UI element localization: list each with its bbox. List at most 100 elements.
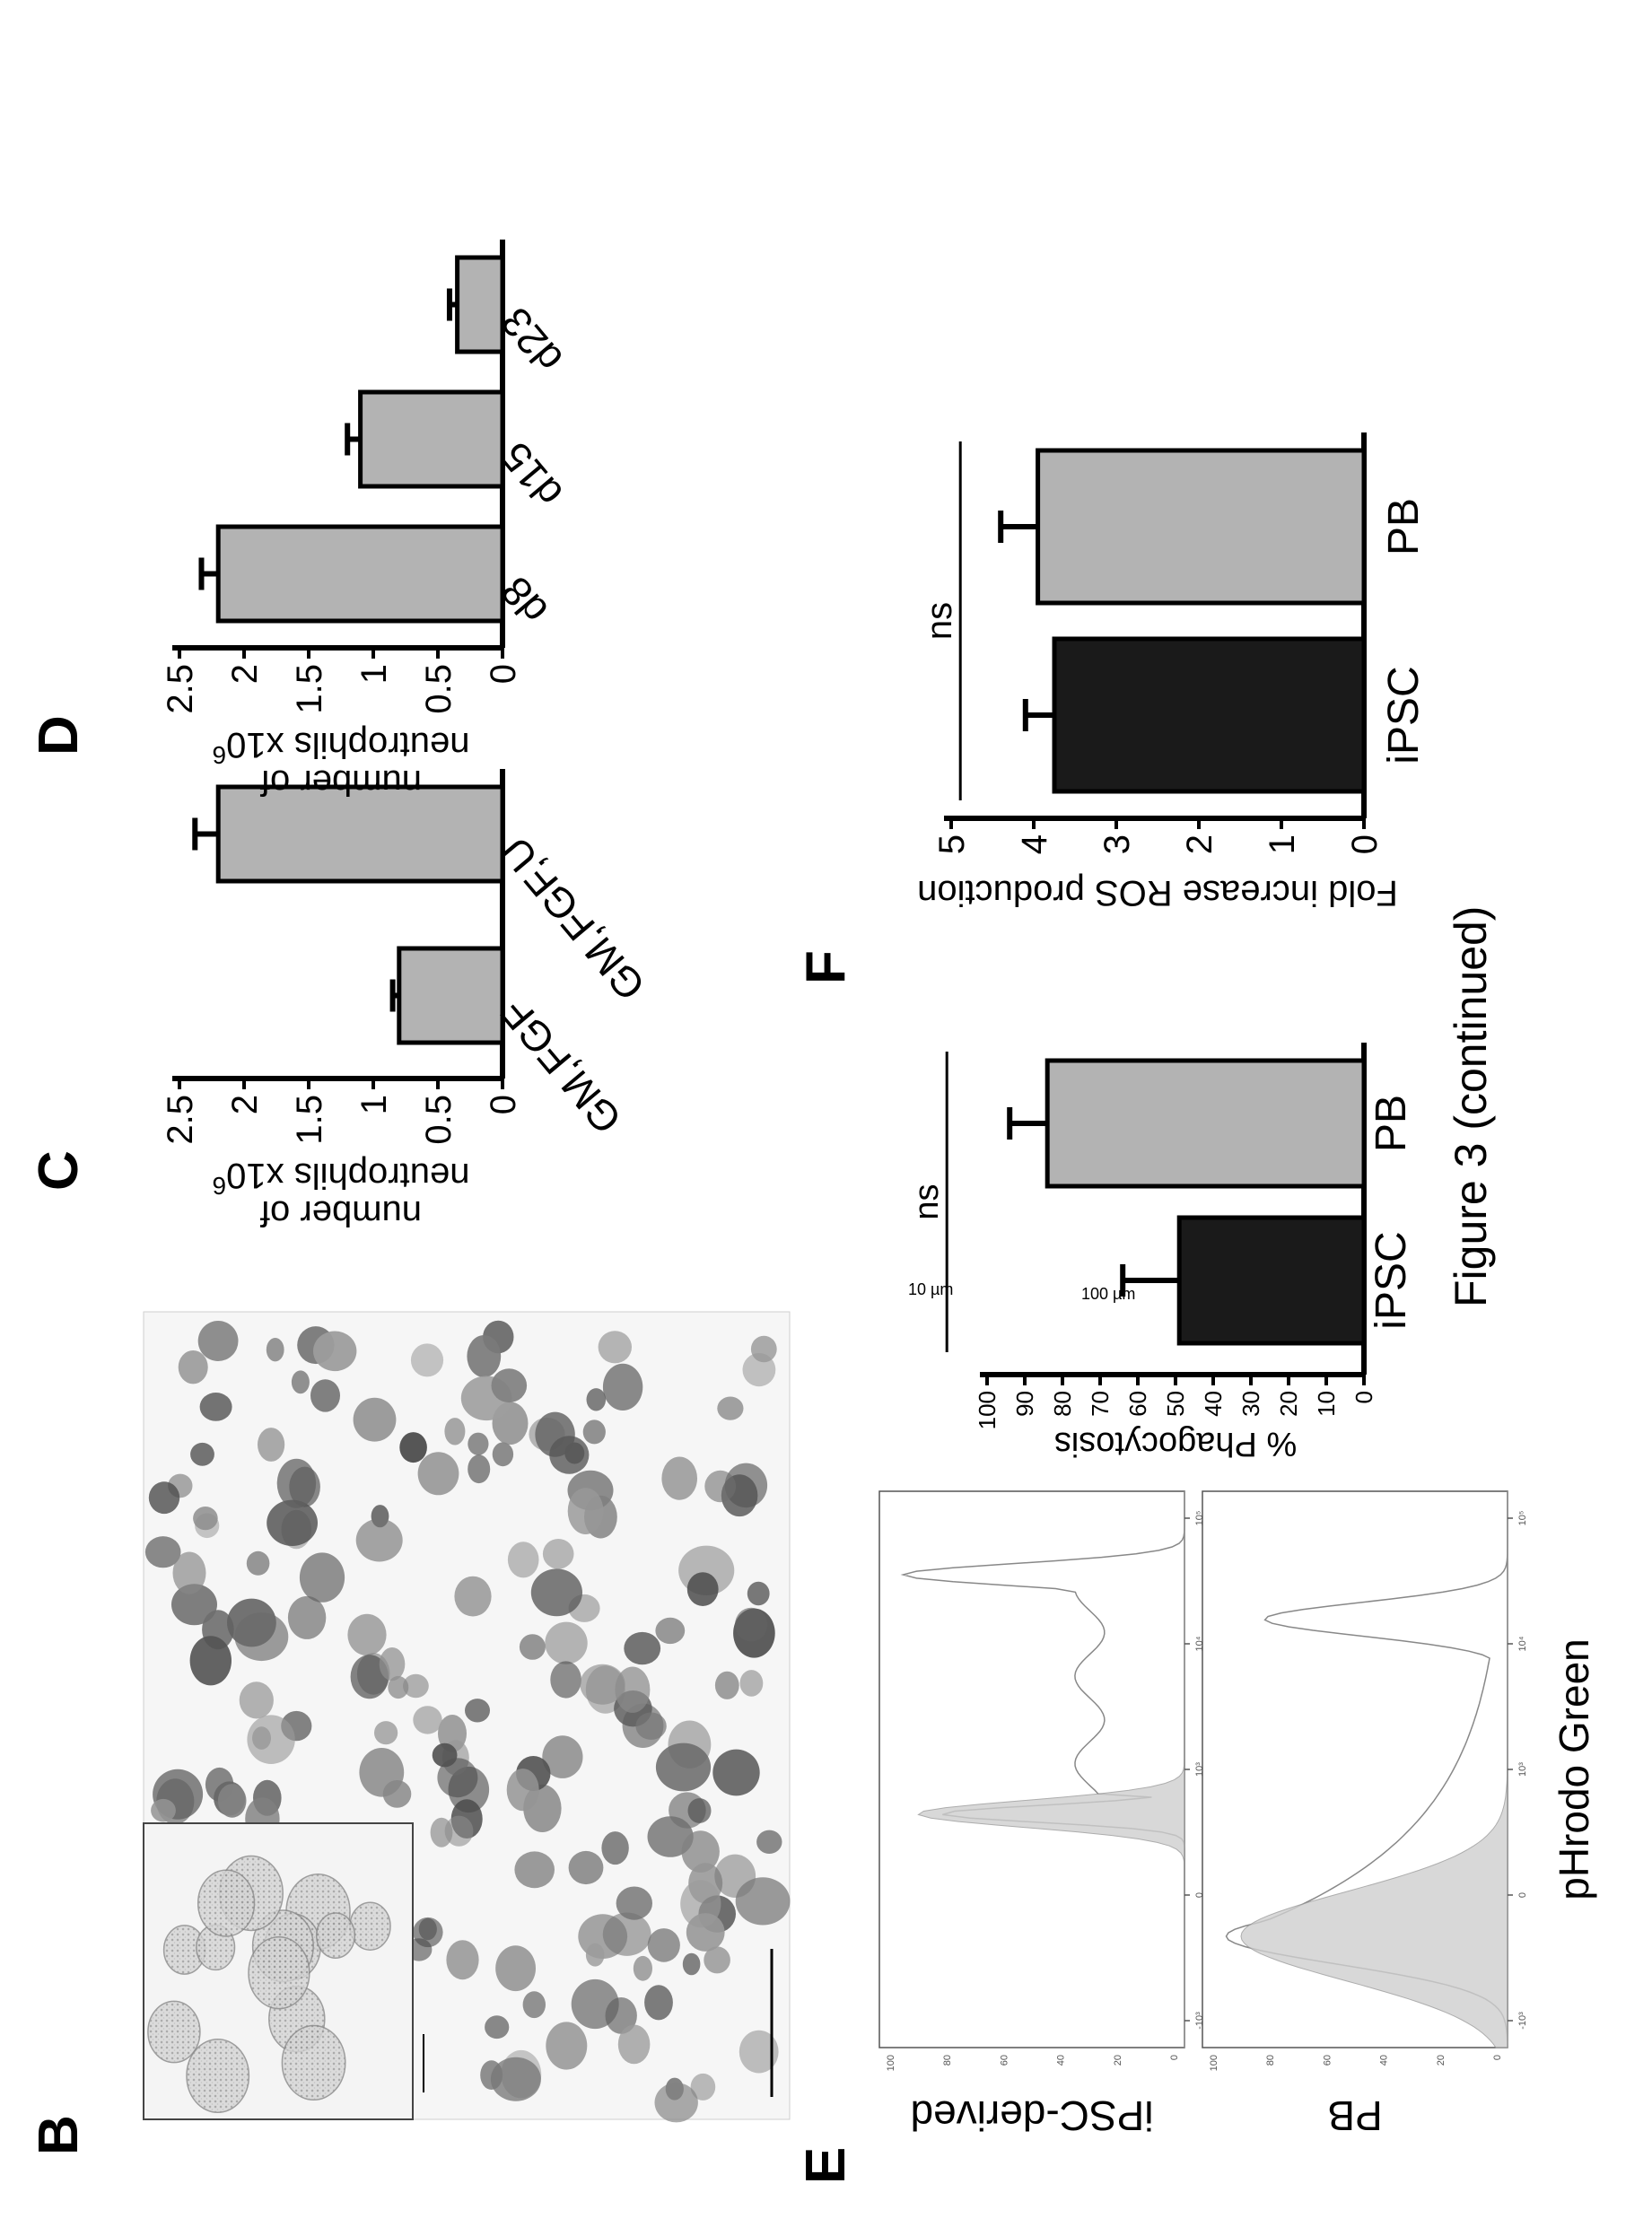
histogram-label: PB xyxy=(1327,2092,1382,2139)
cell xyxy=(276,1458,317,1508)
panel-label-d: D xyxy=(28,715,90,756)
cell xyxy=(454,1576,492,1617)
inset-cell xyxy=(186,2038,250,2114)
significance-label: ns xyxy=(920,602,959,640)
inset-cell xyxy=(281,2024,346,2101)
y-tick-label: 0 xyxy=(1350,1391,1377,1403)
cell xyxy=(234,1612,289,1662)
y-tick-label: 3 xyxy=(1097,834,1137,854)
histogram-y-tick: 60 xyxy=(999,2055,1010,2066)
histogram-label: iPSC-derived xyxy=(911,2092,1154,2139)
cell xyxy=(633,1955,653,1981)
cell xyxy=(291,1370,310,1394)
histogram-x-tick: 10³ xyxy=(1194,1762,1205,1777)
y-tick-label: 0 xyxy=(484,1095,523,1114)
cell xyxy=(148,1481,180,1515)
cell xyxy=(490,2057,541,2101)
cell xyxy=(568,1850,604,1885)
cell xyxy=(468,1432,489,1455)
histogram-y-tick: 20 xyxy=(1436,2055,1447,2066)
cell xyxy=(353,1397,397,1442)
cell xyxy=(602,1363,643,1411)
cell xyxy=(388,1675,409,1699)
cell xyxy=(437,1758,478,1798)
cell xyxy=(350,1655,389,1699)
y-tick-label: 0.5 xyxy=(419,664,459,714)
bar xyxy=(455,255,505,354)
cell xyxy=(379,1647,406,1681)
cell xyxy=(585,1943,605,1967)
histogram-y-tick: 0 xyxy=(1492,2055,1503,2060)
y-axis-label-exponent: 6 xyxy=(213,742,227,770)
cell xyxy=(714,1671,739,1699)
cell xyxy=(446,1940,479,1980)
x-tick-label: GM,FGF xyxy=(492,990,631,1142)
y-tick-label: 2 xyxy=(225,664,265,684)
cell xyxy=(742,1352,776,1387)
cell xyxy=(190,1442,214,1466)
x-tick-label: GM,FGF,U xyxy=(492,828,654,1009)
y-axis-label-line2: neutrophils x106 xyxy=(213,1156,470,1201)
cell xyxy=(239,1681,274,1719)
histogram-y-tick: 0 xyxy=(1169,2055,1180,2060)
cell xyxy=(359,1747,405,1797)
panel-label-b: B xyxy=(28,2115,90,2155)
cell xyxy=(735,1607,768,1642)
cell xyxy=(655,1617,686,1645)
x-tick-label: PB xyxy=(1368,1095,1415,1152)
y-tick-label: 60 xyxy=(1124,1391,1151,1417)
histogram-x-tick: 0 xyxy=(1194,1892,1205,1898)
cell xyxy=(199,1393,232,1421)
cell xyxy=(417,1452,459,1496)
cell xyxy=(467,1335,502,1377)
cell xyxy=(582,1419,606,1445)
bar xyxy=(358,389,505,489)
inset-cell xyxy=(197,1869,256,1937)
cell xyxy=(522,1991,546,2019)
cell xyxy=(682,1952,701,1976)
panel-label-c: C xyxy=(28,1150,90,1191)
cell xyxy=(403,1673,429,1699)
cell xyxy=(310,1379,340,1412)
cell xyxy=(355,1518,403,1562)
cell xyxy=(690,2073,716,2101)
y-tick-label: 4 xyxy=(1015,834,1054,854)
cell xyxy=(465,1699,490,1723)
histogram-x-tick: 10⁴ xyxy=(1517,1636,1528,1651)
bar xyxy=(397,946,505,1045)
y-tick-label: 1.5 xyxy=(290,664,329,714)
cell xyxy=(542,1735,583,1778)
histogram-x-tick: 10⁵ xyxy=(1194,1511,1205,1526)
cell xyxy=(654,2083,698,2123)
cell xyxy=(545,1621,588,1664)
cell xyxy=(287,1595,327,1639)
y-tick-label: 20 xyxy=(1275,1391,1302,1417)
y-tick-label: 0.5 xyxy=(419,1095,459,1145)
y-tick-label: 1 xyxy=(1263,834,1302,854)
y-tick-label: 50 xyxy=(1162,1391,1189,1417)
significance-label: ns xyxy=(908,1184,946,1219)
cell xyxy=(747,1581,770,1606)
cell xyxy=(686,1572,719,1606)
cell xyxy=(144,1536,181,1568)
cell xyxy=(444,1418,466,1446)
x-tick-label: PB xyxy=(1380,498,1428,555)
bar xyxy=(215,524,505,624)
chart-f: 0 1 2 3 4 5 iPSC PB Fold increase ROS production… xyxy=(917,432,1428,913)
y-tick-label: 1 xyxy=(354,664,394,684)
y-tick-label: 70 xyxy=(1087,1391,1114,1417)
figure-caption: Figure 3 (continued) xyxy=(1446,905,1496,1307)
cell xyxy=(617,2024,651,2065)
bar xyxy=(1052,636,1367,794)
cell xyxy=(616,1886,652,1920)
cell xyxy=(189,1636,232,1686)
y-tick-label: 30 xyxy=(1237,1391,1264,1417)
bar xyxy=(1045,1058,1367,1189)
cell xyxy=(197,1321,239,1361)
cell xyxy=(635,1712,667,1740)
cell xyxy=(217,1784,247,1818)
cell xyxy=(413,1706,442,1734)
cell xyxy=(193,1506,218,1531)
